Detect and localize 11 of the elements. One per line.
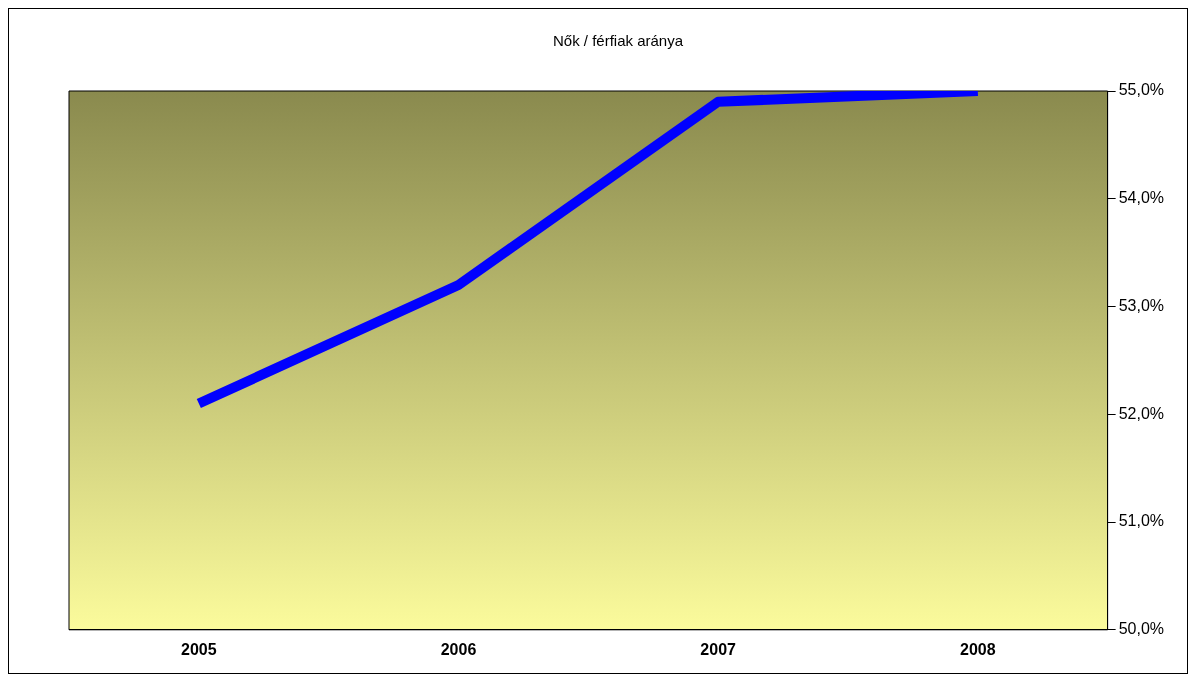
y-tick-label: 53,0% bbox=[1118, 296, 1165, 314]
y-tick-label: 50,0% bbox=[1118, 620, 1165, 638]
x-tick-label: 2007 bbox=[700, 640, 737, 658]
y-tick-label: 55,0% bbox=[1118, 81, 1165, 99]
x-tick-label: 2006 bbox=[440, 640, 477, 658]
y-tick-label: 54,0% bbox=[1118, 189, 1165, 207]
y-tick-label: 51,0% bbox=[1118, 512, 1165, 530]
x-tick-label: 2005 bbox=[181, 640, 217, 658]
x-tick-label: 2008 bbox=[960, 640, 996, 658]
chart-title: Nők / férfiak aránya bbox=[552, 32, 684, 50]
y-tick-label: 52,0% bbox=[1118, 404, 1165, 422]
